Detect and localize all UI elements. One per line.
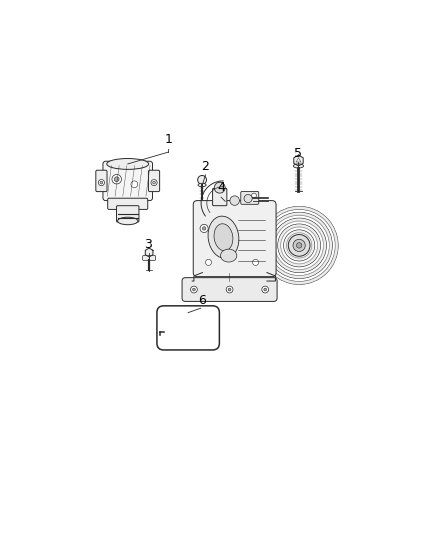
FancyBboxPatch shape [212, 188, 227, 206]
Text: 3: 3 [144, 238, 152, 251]
FancyBboxPatch shape [148, 170, 159, 191]
FancyBboxPatch shape [193, 200, 276, 277]
Circle shape [205, 260, 212, 265]
Ellipse shape [293, 164, 304, 168]
Circle shape [153, 181, 155, 184]
Ellipse shape [208, 216, 239, 259]
Ellipse shape [117, 217, 138, 225]
Circle shape [264, 288, 267, 291]
Text: 5: 5 [294, 147, 303, 160]
Circle shape [200, 224, 208, 232]
Circle shape [114, 177, 119, 182]
Circle shape [253, 260, 258, 265]
Circle shape [131, 181, 138, 188]
Circle shape [251, 193, 256, 198]
Circle shape [297, 243, 302, 248]
Circle shape [214, 182, 225, 193]
Circle shape [288, 235, 310, 256]
Polygon shape [145, 248, 153, 257]
Circle shape [112, 174, 121, 184]
Circle shape [151, 180, 157, 185]
Polygon shape [294, 155, 303, 166]
Text: 6: 6 [198, 294, 206, 306]
Circle shape [202, 227, 206, 230]
Circle shape [262, 286, 268, 293]
Circle shape [193, 288, 195, 291]
Circle shape [99, 180, 105, 185]
Circle shape [228, 288, 231, 291]
Ellipse shape [221, 249, 237, 262]
FancyBboxPatch shape [143, 256, 155, 260]
Ellipse shape [214, 224, 233, 251]
FancyBboxPatch shape [96, 170, 107, 191]
Ellipse shape [198, 183, 206, 187]
Text: 4: 4 [217, 181, 225, 195]
FancyBboxPatch shape [241, 191, 259, 204]
Circle shape [293, 239, 305, 252]
FancyBboxPatch shape [117, 206, 139, 222]
Circle shape [198, 175, 206, 184]
Text: 1: 1 [165, 133, 173, 146]
Circle shape [191, 286, 197, 293]
FancyBboxPatch shape [182, 278, 277, 302]
Circle shape [244, 195, 252, 203]
FancyBboxPatch shape [103, 161, 152, 200]
Ellipse shape [107, 158, 148, 169]
Circle shape [226, 286, 233, 293]
Circle shape [100, 181, 103, 184]
Text: 2: 2 [201, 160, 209, 173]
FancyBboxPatch shape [108, 198, 148, 209]
Circle shape [230, 196, 240, 205]
